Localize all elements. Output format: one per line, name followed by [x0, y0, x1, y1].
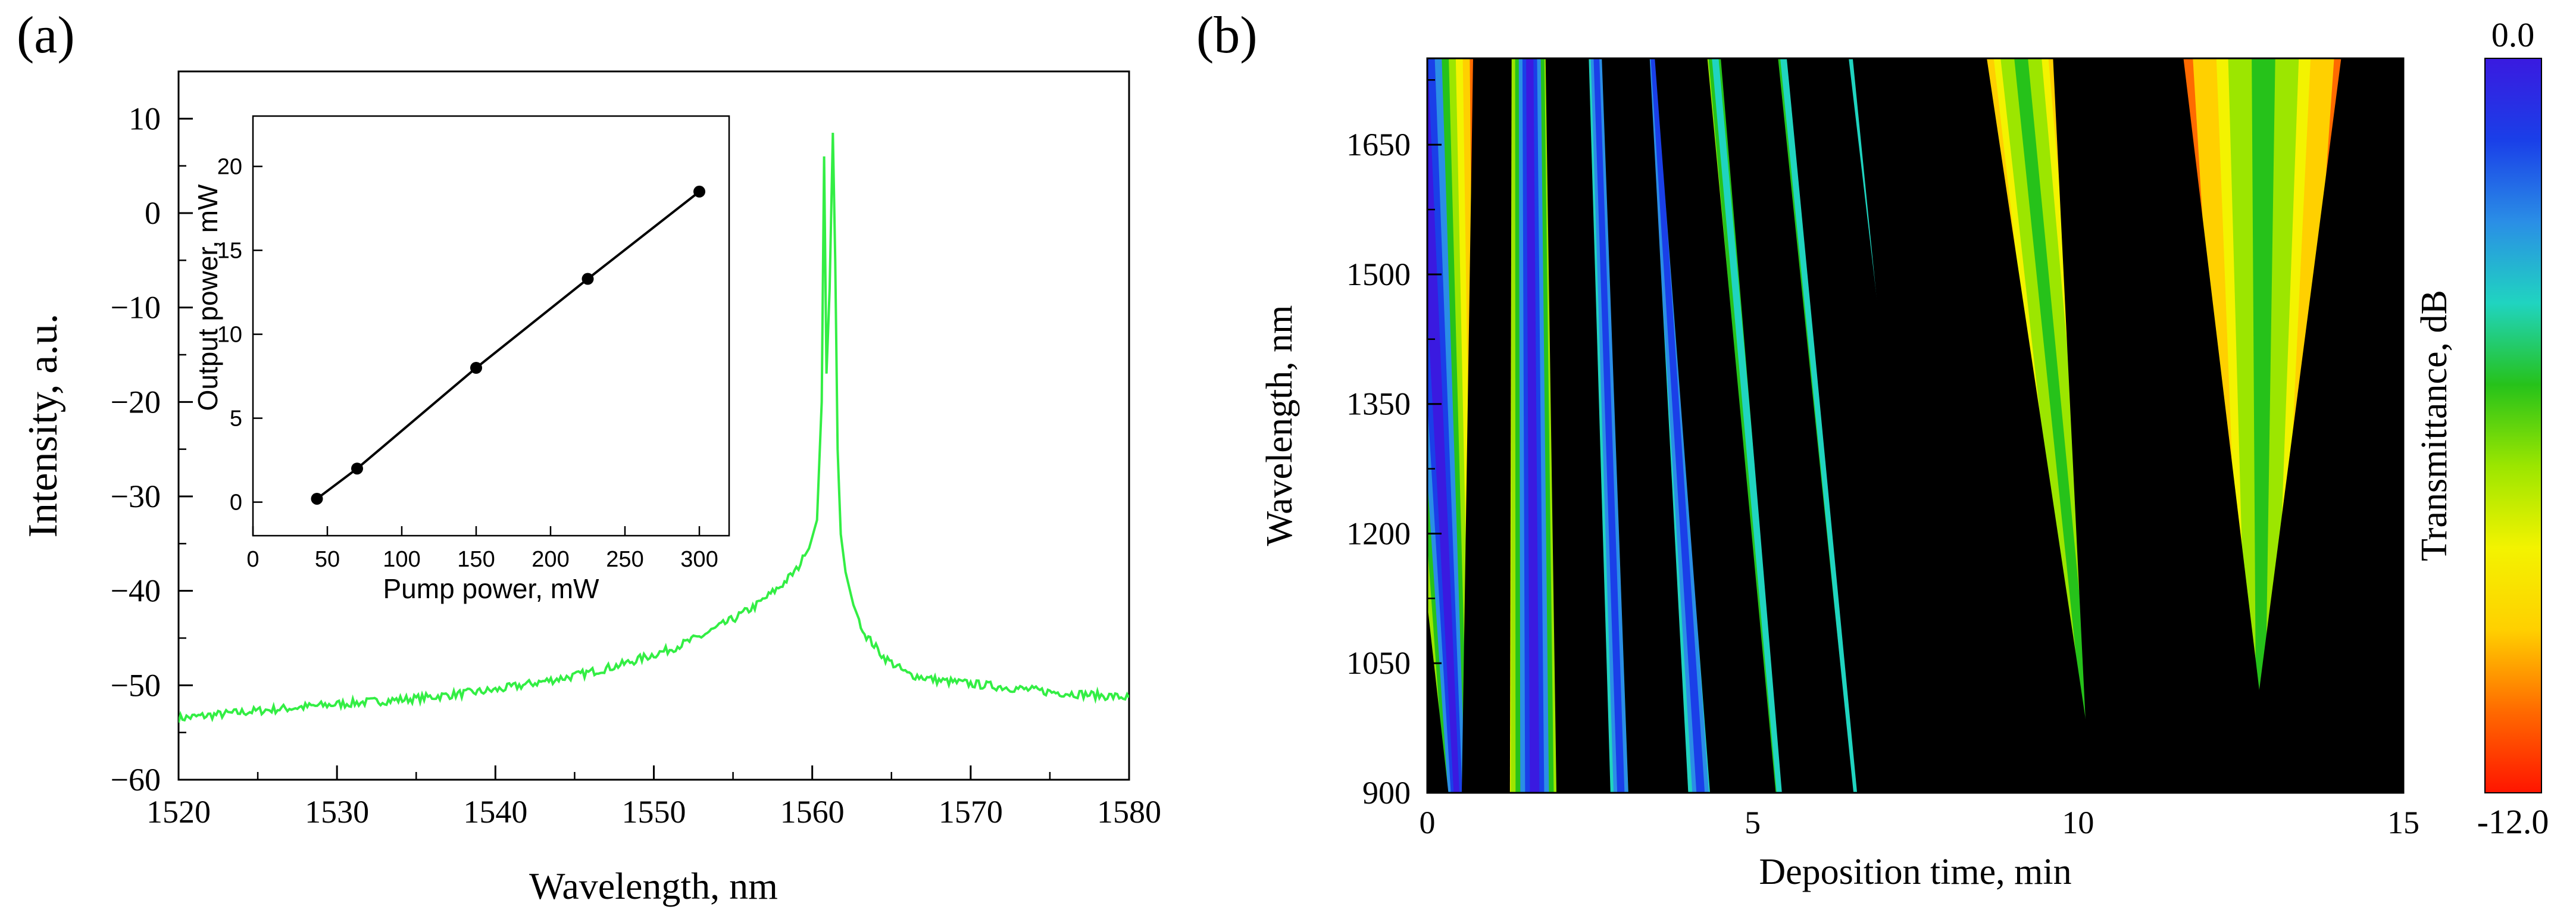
spectrum-xlabel: Wavelength, nm [529, 865, 778, 907]
panel-label-b: (b) [1196, 7, 1258, 64]
colorbar-max-label: 0.0 [2491, 15, 2535, 54]
map-ytick-label: 1350 [1346, 386, 1411, 422]
map-passband-layer [1427, 58, 1462, 793]
inset-data-point [351, 462, 363, 475]
inset-xtick-label: 300 [680, 547, 718, 572]
inset-data-point [582, 273, 594, 285]
inset-data-point [693, 185, 705, 198]
transmittance-map: 0 5 10 15 900 1050 1200 1350 1500 1650 Deposition… [1259, 15, 2549, 892]
map-xtick-label: 5 [1745, 805, 1761, 840]
map-resonance-dip [1915, 58, 2097, 793]
inset-ytick-label: 20 [217, 155, 242, 180]
map-ylabel: Wavelength, nm [1259, 305, 1300, 546]
spectrum-xtick-label: 1540 [463, 794, 527, 830]
inset-ytick-label: 10 [217, 323, 242, 348]
map-resonance-dip [1545, 58, 1611, 793]
map-resonance-dip [1852, 58, 2009, 793]
map-ytick-label: 1050 [1346, 645, 1411, 681]
map-resonance-dip [1602, 58, 1689, 793]
map-ytick-label: 1650 [1346, 127, 1411, 162]
panel-label-a: (a) [17, 7, 75, 64]
map-passband-layer [2014, 58, 2099, 793]
colorbar: 0.0 -12.0 Transmittance, dB [2414, 15, 2549, 841]
map-resonance-dip [2053, 58, 2184, 793]
map-resonance-dip [2246, 58, 2403, 793]
spectrum-chart: 1520 1530 1540 1550 1560 1570 1580−60−50−40−30… [20, 70, 1161, 907]
spectrum-ytick-label: −50 [111, 667, 161, 703]
map-resonance-dip [1461, 58, 1512, 793]
colorbar-gradient [2484, 58, 2542, 793]
inset-xtick-label: 100 [383, 547, 420, 572]
spectrum-ytick-label: 0 [145, 195, 161, 231]
inset-data-point [311, 492, 323, 505]
spectrum-ytick-label: −30 [111, 479, 161, 514]
map-passband-layer [1712, 58, 1784, 793]
inset-xtick-label: 0 [246, 547, 259, 572]
inset-chart: 0 50 100 150 200 250 300 0 5 10 15 20 Pump power, m… [192, 115, 730, 604]
inset-plot-frame [252, 115, 730, 537]
inset-xtick-label: 250 [606, 547, 643, 572]
map-passband-layer [2252, 58, 2275, 793]
map-passband-layer [1526, 58, 1540, 793]
inset-ylabel: Output power, mW [192, 184, 223, 411]
inset-xtick-label: 150 [457, 547, 495, 572]
map-passband-layer [1593, 58, 1625, 793]
map-resonance-dip [2102, 58, 2272, 793]
spectrum-ytick-label: 10 [129, 101, 161, 136]
inset-ytick-label: 0 [230, 490, 242, 515]
spectrum-ytick-label: −20 [111, 384, 161, 420]
inset-ytick-label: 5 [230, 407, 242, 432]
map-xtick-label: 15 [2387, 805, 2419, 840]
map-ytick-label: 900 [1362, 775, 1411, 811]
colorbar-min-label: -12.0 [2477, 802, 2549, 841]
inset-xtick-label: 50 [315, 547, 340, 572]
inset-ytick-label: 15 [217, 239, 242, 264]
inset-data-point [470, 362, 482, 374]
map-ytick-label: 1200 [1346, 515, 1411, 551]
map-resonance-dip [1427, 604, 1449, 793]
spectrum-ylabel: Intensity, a.u. [20, 314, 66, 538]
spectrum-xtick-label: 1570 [939, 794, 1003, 830]
spectrum-series-line [179, 133, 1129, 723]
spectrum-xtick-label: 1520 [146, 794, 211, 830]
map-resonance-dip [1721, 58, 1854, 793]
map-ytick-label: 1500 [1346, 257, 1411, 292]
map-passband-layer [1650, 58, 1705, 793]
map-resonance-dip [1655, 58, 1776, 793]
spectrum-xtick-label: 1560 [780, 794, 845, 830]
inset-xtick-label: 200 [532, 547, 569, 572]
spectrum-xtick-label: 1530 [305, 794, 369, 830]
spectrum-ytick-label: −60 [111, 762, 161, 798]
map-xlabel: Deposition time, min [1759, 852, 2071, 892]
spectrum-ytick-label: −40 [111, 573, 161, 609]
map-resonance-dip [1786, 58, 1935, 793]
spectrum-xtick-label: 1580 [1097, 794, 1161, 830]
map-xtick-label: 0 [1420, 805, 1436, 840]
colorbar-title: Transmittance, dB [2414, 290, 2455, 561]
spectrum-xtick-label: 1550 [622, 794, 686, 830]
spectrum-ytick-label: −10 [111, 290, 161, 326]
map-xtick-label: 10 [2062, 805, 2094, 840]
map-passband-layer [1427, 58, 1460, 793]
inset-xlabel: Pump power, mW [383, 573, 600, 604]
